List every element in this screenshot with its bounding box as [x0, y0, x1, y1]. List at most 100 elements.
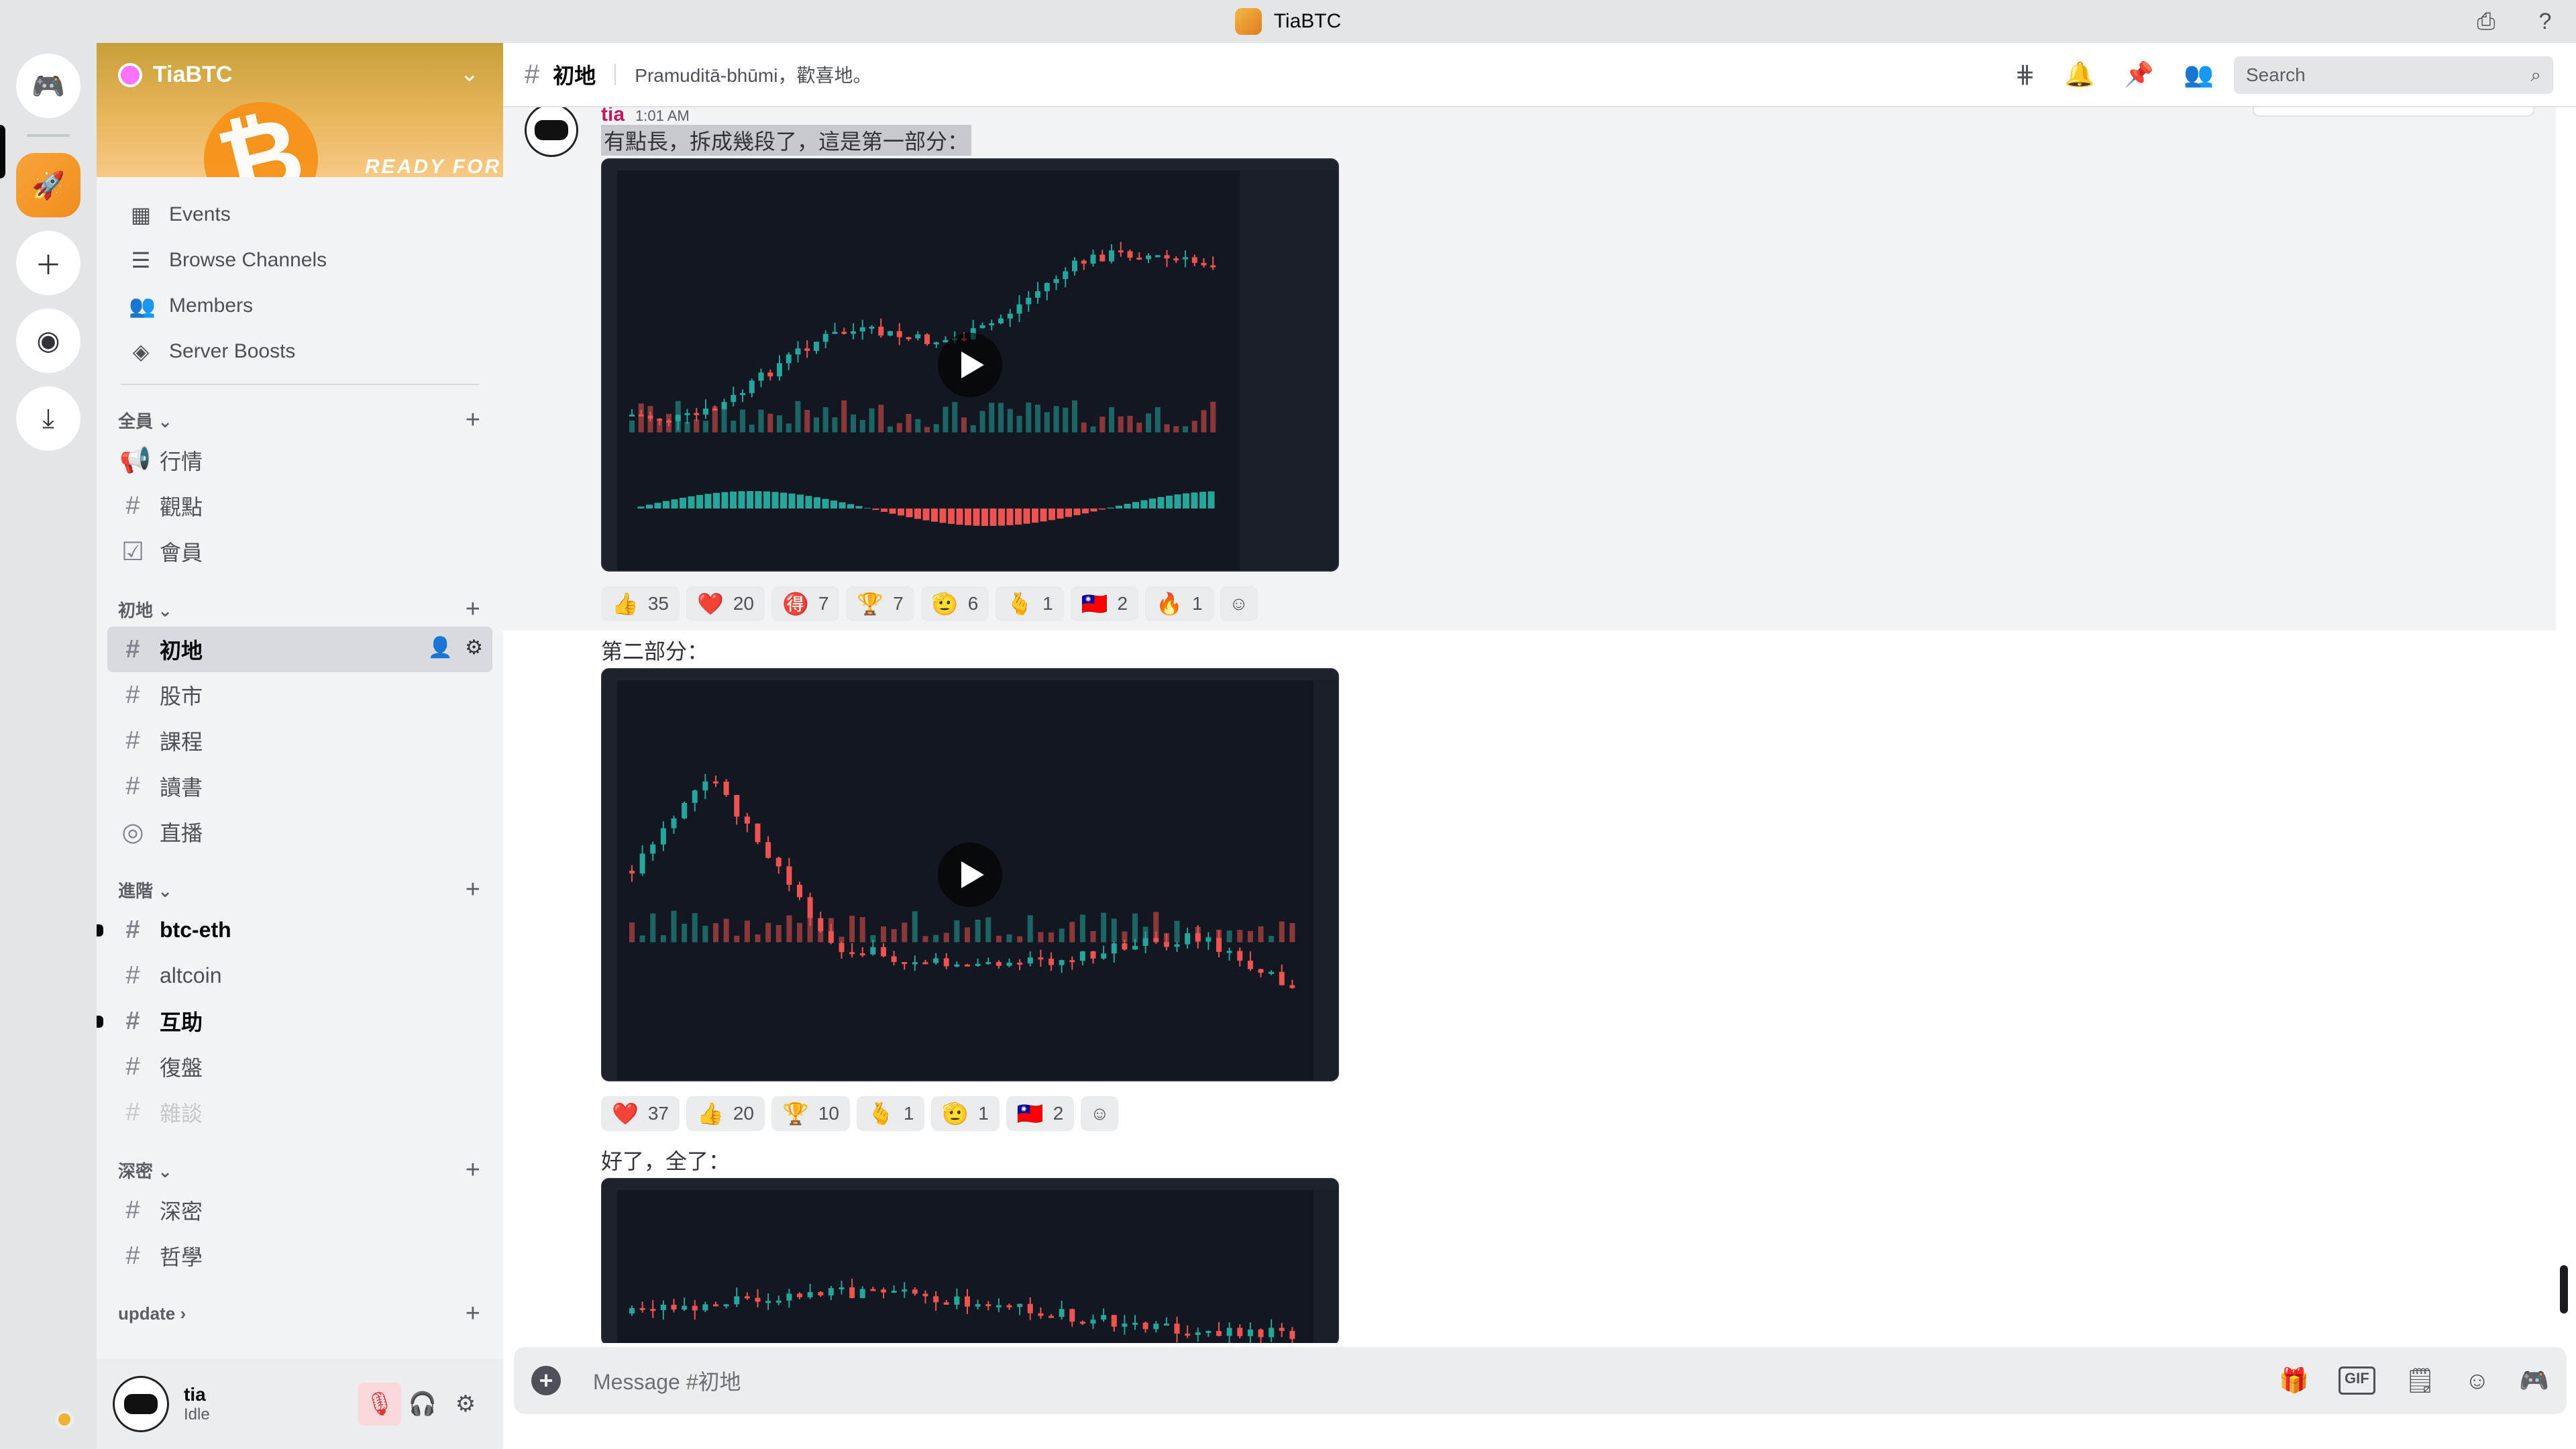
category-header[interactable]: 全員 ⌄ +	[107, 402, 492, 437]
channel-item-深密[interactable]: # 深密	[107, 1187, 492, 1233]
reaction-emoji: 🫰	[867, 1102, 894, 1126]
server-name: TiaBTC	[153, 62, 233, 87]
inbox-icon[interactable]: ⎙	[2477, 8, 2496, 34]
message-input[interactable]: Message #初地	[593, 1370, 741, 1394]
emoji-icon[interactable]: ☺	[2465, 1366, 2490, 1394]
channel-item-行情[interactable]: 📢 行情	[107, 437, 492, 483]
add-reaction-icon[interactable]: ☺	[1220, 586, 1258, 621]
nav-item-label: Browse Channels	[169, 249, 327, 271]
reaction-button[interactable]: 🫡 6	[920, 586, 989, 621]
reaction-emoji: 🫡	[931, 592, 959, 616]
server-banner[interactable]: ₿ READY FOR LONG TiaBTC ⌄	[97, 43, 503, 177]
search-input[interactable]: Search ⌕	[2234, 56, 2553, 94]
gif-icon[interactable]: GIF	[2339, 1366, 2375, 1395]
add-channel-icon[interactable]: +	[465, 1299, 480, 1328]
category-header[interactable]: 深密 ⌄ +	[107, 1152, 492, 1187]
message-author[interactable]: tia	[601, 107, 625, 125]
channel-item-股市[interactable]: # 股市	[107, 672, 492, 718]
reaction-count: 37	[647, 1103, 669, 1124]
search-icon: ⌕	[2530, 64, 2541, 85]
nav-item-server-boosts[interactable]: ◈ Server Boosts	[107, 329, 492, 374]
channel-item-哲學[interactable]: # 哲學	[107, 1233, 492, 1279]
channel-item-altcoin[interactable]: # altcoin	[107, 953, 492, 998]
upload-plus-icon[interactable]: +	[531, 1366, 561, 1395]
reaction-button[interactable]: 🫰 1	[857, 1096, 925, 1131]
channel-item-初地[interactable]: # 初地 👤 ⚙	[107, 627, 492, 672]
hash-icon: #	[125, 1195, 140, 1224]
channel-item-雜談[interactable]: # 雜談	[107, 1089, 492, 1135]
video-attachment-2[interactable]	[601, 668, 1339, 1081]
channel-name: 課程	[160, 730, 203, 754]
members-icon: 👥	[129, 294, 156, 318]
scrollbar-thumb[interactable]	[2560, 1265, 2568, 1313]
category-header[interactable]: 進階 ⌄ +	[107, 872, 492, 907]
server-name-header[interactable]: TiaBTC	[118, 62, 232, 88]
channel-item-課程[interactable]: # 課程	[107, 718, 492, 763]
reaction-emoji: 🏆	[782, 1102, 809, 1126]
reaction-button[interactable]: 🇹🇼 2	[1070, 586, 1139, 621]
channel-item-btc-eth[interactable]: # btc-eth	[97, 907, 492, 953]
reaction-button[interactable]: 🇹🇼 2	[1006, 1096, 1075, 1131]
video-attachment-1[interactable]	[601, 158, 1339, 572]
user-info[interactable]: tia Idle	[184, 1384, 358, 1424]
add-channel-icon[interactable]: +	[465, 875, 480, 904]
headphones-icon[interactable]: 🎧	[408, 1391, 437, 1417]
home-discord-icon[interactable]: 🎮	[16, 54, 80, 118]
hash-icon: #	[125, 771, 140, 800]
activities-icon[interactable]: 🎮	[2519, 1366, 2549, 1394]
channel-settings-icon[interactable]: ⚙	[465, 637, 483, 659]
explore-icon[interactable]: ◉	[16, 309, 80, 373]
add-channel-icon[interactable]: +	[465, 1155, 480, 1184]
sticker-icon[interactable]: 🗒	[2404, 1366, 2436, 1394]
reaction-button[interactable]: 🔥 1	[1145, 586, 1214, 621]
channel-item-復盤[interactable]: # 復盤	[107, 1044, 492, 1089]
message-author-avatar[interactable]	[525, 107, 578, 157]
nav-item-events[interactable]: ▦ Events	[107, 192, 492, 237]
channel-item-觀點[interactable]: # 觀點	[107, 483, 492, 529]
add-server-icon[interactable]: ＋	[16, 231, 80, 295]
add-channel-icon[interactable]: +	[465, 594, 480, 623]
window-title-text: TiaBTC	[1273, 10, 1342, 32]
channel-item-互助[interactable]: # 互助	[97, 998, 492, 1044]
reaction-button[interactable]: ❤️ 37	[601, 1096, 680, 1131]
category-name: 初地 ⌄	[118, 600, 173, 621]
nav-item-members[interactable]: 👥 Members	[107, 283, 492, 329]
video-attachment-3[interactable]	[601, 1178, 1339, 1343]
play-icon[interactable]	[938, 333, 1002, 397]
bell-icon[interactable]: 🔔	[2064, 60, 2095, 88]
category-header[interactable]: update › +	[107, 1296, 492, 1331]
channel-name: 初地	[160, 639, 203, 663]
reaction-button[interactable]: 🫡 1	[931, 1096, 1000, 1131]
member-list-icon[interactable]: 👥	[2184, 60, 2214, 88]
channel-item-直播[interactable]: ◎ 直播	[107, 809, 492, 855]
channel-topic[interactable]: Pramuditā-bhūmi，歡喜地。	[635, 65, 872, 86]
chevron-down-icon[interactable]: ⌄	[460, 61, 480, 87]
channel-item-會員[interactable]: ☑ 會員	[107, 529, 492, 574]
pin-icon[interactable]: 📌	[2124, 60, 2155, 88]
sidebar-divider	[121, 384, 479, 385]
message-composer[interactable]: + Message #初地 🎁 GIF 🗒 ☺ 🎮	[514, 1347, 2567, 1414]
add-channel-icon[interactable]: +	[465, 405, 480, 434]
threads-icon[interactable]: ⋕	[2015, 60, 2035, 88]
add-reaction-icon[interactable]: ☺	[1081, 1096, 1119, 1131]
gear-icon[interactable]: ⚙	[455, 1391, 476, 1417]
reaction-button[interactable]: 👍 35	[601, 586, 680, 621]
avatar[interactable]	[113, 1376, 169, 1432]
mic-muted-icon[interactable]: 🎙	[358, 1383, 401, 1426]
reaction-button[interactable]: 🉐 7	[771, 586, 840, 621]
gift-icon[interactable]: 🎁	[2279, 1366, 2310, 1394]
channel-item-讀書[interactable]: # 讀書	[107, 763, 492, 809]
play-icon[interactable]	[938, 843, 1002, 907]
invite-icon[interactable]: 👤	[427, 637, 453, 659]
message-timestamp[interactable]: 1:01 AM	[635, 107, 690, 124]
reaction-button[interactable]: 👍 20	[686, 1096, 765, 1131]
reaction-button[interactable]: 🏆 10	[771, 1096, 850, 1131]
reaction-button[interactable]: ❤️ 20	[686, 586, 765, 621]
nav-item-browse-channels[interactable]: ☰ Browse Channels	[107, 237, 492, 283]
reaction-button[interactable]: 🫰 1	[996, 586, 1064, 621]
download-icon[interactable]: ⤓	[16, 386, 80, 451]
server-tiabtc-icon[interactable]: 🚀	[16, 153, 80, 217]
help-icon[interactable]: ?	[2538, 8, 2552, 34]
reaction-button[interactable]: 🏆 7	[846, 586, 914, 621]
category-header[interactable]: 初地 ⌄ +	[107, 592, 492, 627]
